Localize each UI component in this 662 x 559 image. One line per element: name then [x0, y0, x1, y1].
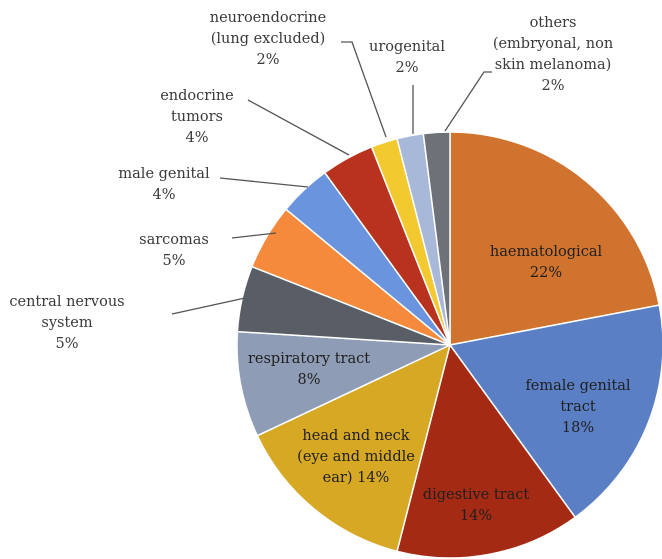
slice-label-line: 5% [162, 253, 185, 269]
slice-label: neuroendocrine (lung excluded) 2% [210, 10, 326, 68]
pie-slice-others [422, 131, 451, 346]
slice-label-line: digestive tract [423, 487, 530, 503]
pie-slice-digestive-tract [396, 343, 577, 559]
slice-label-line: head and neck [302, 428, 409, 444]
slice-labels: haematological 22% female genital tract 18% d… [9, 10, 631, 524]
slice-label-line: tract [560, 399, 596, 415]
slice-label: respiratory tract 8% [248, 351, 370, 388]
slice-label-line: 18% [562, 420, 594, 436]
slice-label-line: 22% [530, 265, 562, 281]
leader-line [231, 232, 277, 239]
slice-label-line: tumors [171, 109, 223, 125]
slice-label-line: others [530, 15, 577, 31]
slice-label-line: skin melanoma) [495, 57, 612, 73]
slice-label-line: 8% [297, 372, 320, 388]
slice-label: haematological 22% [490, 244, 603, 281]
leader-line [444, 71, 492, 132]
slice-label: endocrine tumors 4% [160, 88, 234, 146]
leader-line [171, 297, 246, 315]
slice-label: central nervous system 5% [9, 294, 124, 352]
slice-label-line: neuroendocrine [210, 10, 326, 26]
pie-slice-head-and-neck [256, 343, 452, 553]
slice-label-line: central nervous [9, 294, 124, 310]
slice-label-line: male genital [118, 166, 210, 182]
slice-label-line: endocrine [160, 88, 234, 104]
slice-label: others (embryonal, non skin melanoma) 2% [493, 15, 613, 94]
slice-label-line: 2% [395, 60, 418, 76]
slice-label-line: haematological [490, 244, 603, 260]
pie-slices [236, 131, 662, 559]
slice-label: male genital 4% [118, 166, 210, 203]
slice-label-line: urogenital [369, 39, 445, 55]
slice-label: urogenital 2% [369, 39, 445, 76]
slice-label-line: 5% [55, 336, 78, 352]
slice-label-line: ear) 14% [323, 470, 390, 486]
leader-line [219, 177, 309, 188]
slice-label-line: (lung excluded) [211, 31, 326, 47]
slice-label-line: 14% [460, 508, 492, 524]
slice-label-line: 4% [185, 130, 208, 146]
leader-line [247, 99, 350, 156]
leader-lines [171, 41, 492, 315]
slice-label: head and neck (eye and middle ear) 14% [297, 428, 415, 486]
slice-label-line: (eye and middle [297, 449, 415, 465]
slice-label-line: respiratory tract [248, 351, 370, 367]
slice-label: digestive tract 14% [423, 487, 530, 524]
slice-label-line: 4% [152, 187, 175, 203]
slice-label: female genital tract 18% [525, 378, 630, 436]
pie-slice-respiratory-tract [236, 330, 451, 437]
pie-slice-haematological [449, 131, 661, 346]
slice-label-line: (embryonal, non [493, 36, 613, 52]
slice-label-line: sarcomas [139, 232, 209, 248]
slice-label-line: 2% [256, 52, 279, 68]
slice-label: sarcomas 5% [139, 232, 209, 269]
slice-label-line: system [41, 315, 92, 331]
slice-label-line: female genital [525, 378, 630, 394]
slice-label-line: 2% [541, 78, 564, 94]
leader-line [341, 41, 387, 138]
pie-slice-female-genital [448, 304, 662, 519]
